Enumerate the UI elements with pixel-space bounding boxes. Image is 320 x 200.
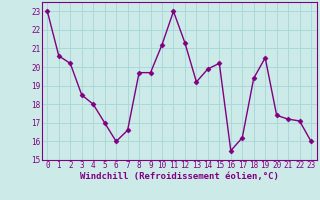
- X-axis label: Windchill (Refroidissement éolien,°C): Windchill (Refroidissement éolien,°C): [80, 172, 279, 181]
